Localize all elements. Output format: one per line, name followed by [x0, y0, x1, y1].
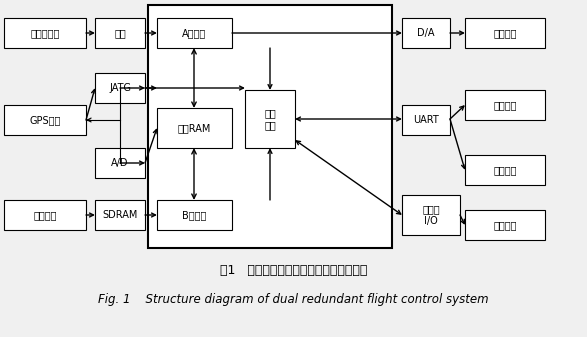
- Text: 图1   双冗余飞行控制系统的总体设计框图: 图1 双冗余飞行控制系统的总体设计框图: [220, 264, 367, 276]
- Text: SDRAM: SDRAM: [102, 210, 138, 220]
- Text: 升降航机: 升降航机: [493, 28, 517, 38]
- Text: JATG: JATG: [109, 83, 131, 93]
- Bar: [402, 18, 450, 48]
- Bar: [95, 148, 145, 178]
- Bar: [157, 18, 232, 48]
- Text: 传感器模块: 传感器模块: [31, 28, 60, 38]
- Bar: [4, 105, 86, 135]
- Bar: [402, 105, 450, 135]
- Text: 风门航机: 风门航机: [493, 100, 517, 110]
- Bar: [465, 90, 545, 120]
- Bar: [465, 18, 545, 48]
- Bar: [157, 200, 232, 230]
- Bar: [157, 108, 232, 148]
- Text: A处理器: A处理器: [183, 28, 207, 38]
- Text: D/A: D/A: [417, 28, 435, 38]
- Text: UART: UART: [413, 115, 439, 125]
- Bar: [4, 18, 86, 48]
- Text: 仲裁
切换: 仲裁 切换: [264, 108, 276, 130]
- Bar: [148, 5, 392, 248]
- Bar: [465, 155, 545, 185]
- Bar: [402, 195, 460, 235]
- Bar: [95, 18, 145, 48]
- Text: GPS模块: GPS模块: [29, 115, 60, 125]
- Bar: [245, 90, 295, 148]
- Text: 双口RAM: 双口RAM: [178, 123, 211, 133]
- Bar: [465, 210, 545, 240]
- Bar: [95, 200, 145, 230]
- Text: B处理器: B处理器: [183, 210, 207, 220]
- Text: 离散量
I/O: 离散量 I/O: [422, 204, 440, 226]
- Text: 无线通信: 无线通信: [33, 210, 57, 220]
- Bar: [95, 73, 145, 103]
- Text: 方向航机: 方向航机: [493, 220, 517, 230]
- Text: 电源: 电源: [114, 28, 126, 38]
- Text: 副翼航机: 副翼航机: [493, 165, 517, 175]
- Text: Fig. 1    Structure diagram of dual redundant flight control system: Fig. 1 Structure diagram of dual redunda…: [98, 294, 489, 306]
- Text: A/D: A/D: [112, 158, 129, 168]
- Bar: [4, 200, 86, 230]
